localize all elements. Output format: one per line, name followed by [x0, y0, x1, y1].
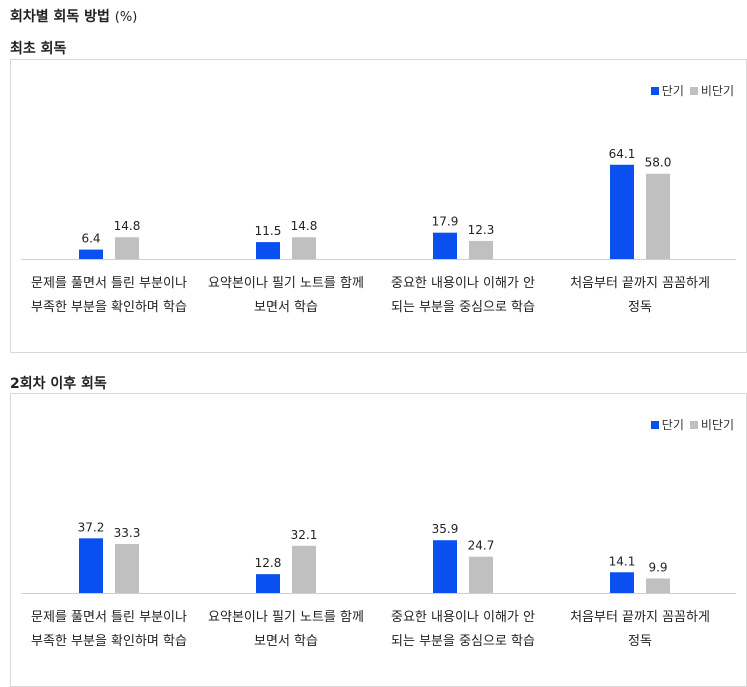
category-label-3: 중요한 내용이나 이해가 안 되는 부분을 중심으로 학습 — [391, 610, 535, 649]
chart-1-plot: 6.4 14.8 11.5 14.8 17.9 12.3 64.1 58.0 — [21, 147, 736, 260]
bar-nonshort-1 — [115, 544, 139, 593]
data-label-nonshort-1: 14.8 — [114, 219, 141, 233]
data-label-nonshort-2: 32.1 — [291, 528, 318, 542]
legend-label-short: 단기 — [661, 84, 684, 98]
data-label-short-2: 12.8 — [255, 556, 282, 570]
legend-label-short: 단기 — [661, 418, 684, 432]
legend-swatch-short — [650, 86, 659, 95]
bar-short-1 — [79, 249, 103, 259]
chart-2-plot: 37.2 33.3 12.8 32.1 35.9 24.7 14.1 9.9 — [21, 520, 736, 594]
legend-swatch-nonshort — [689, 86, 698, 95]
bar-short-4 — [610, 572, 634, 593]
data-label-nonshort-1: 33.3 — [114, 526, 141, 540]
legend-swatch-nonshort — [689, 420, 698, 429]
legend-item-nonshort: 비단기 — [689, 416, 734, 433]
data-label-nonshort-3: 12.3 — [468, 223, 495, 237]
chart-2-legend: 단기 비단기 — [650, 416, 734, 433]
page-title: 회차별 회독 방법 (%) — [10, 6, 137, 26]
chart-2-panel: 단기 비단기 37.2 33.3 12.8 32.1 35.9 24.7 14.1 9.9 문… — [10, 393, 747, 687]
legend-item-short: 단기 — [650, 416, 684, 433]
bar-nonshort-4 — [646, 578, 670, 593]
bar-nonshort-4 — [646, 173, 670, 259]
data-label-short-3: 35.9 — [432, 522, 459, 536]
bar-nonshort-3 — [469, 556, 493, 593]
chart-1-legend: 단기 비단기 — [650, 82, 734, 99]
bar-short-3 — [433, 540, 457, 593]
bar-short-3 — [433, 232, 457, 259]
data-label-nonshort-4: 58.0 — [645, 156, 672, 170]
legend-label-nonshort: 비단기 — [700, 418, 734, 432]
data-label-nonshort-2: 14.8 — [291, 219, 318, 233]
data-label-short-3: 17.9 — [432, 215, 459, 229]
category-label-2: 요약본이나 필기 노트를 함께 보면서 학습 — [208, 610, 364, 649]
page-title-unit: (%) — [114, 10, 138, 25]
category-label-2: 요약본이나 필기 노트를 함께 보면서 학습 — [208, 276, 364, 315]
category-label-1: 문제를 풀면서 틀린 부분이나 부족한 부분을 확인하며 학습 — [31, 610, 187, 649]
category-label-3: 중요한 내용이나 이해가 안 되는 부분을 중심으로 학습 — [391, 276, 535, 315]
data-label-short-1: 6.4 — [81, 232, 100, 246]
bar-short-2 — [256, 574, 280, 593]
legend-label-nonshort: 비단기 — [700, 84, 734, 98]
legend-item-short: 단기 — [650, 82, 684, 99]
data-label-nonshort-3: 24.7 — [468, 539, 495, 553]
bar-short-1 — [79, 538, 103, 593]
category-label-4: 처음부터 끝까지 꼼꼼하게 정독 — [570, 276, 710, 315]
category-label-1: 문제를 풀면서 틀린 부분이나 부족한 부분을 확인하며 학습 — [31, 276, 187, 315]
page-title-text: 회차별 회독 방법 — [10, 9, 110, 25]
data-label-short-1: 37.2 — [78, 520, 105, 534]
chart-1-title: 최초 회독 — [10, 41, 67, 57]
data-label-short-4: 14.1 — [609, 554, 636, 568]
bar-nonshort-2 — [292, 237, 316, 259]
bar-nonshort-1 — [115, 237, 139, 259]
bar-short-2 — [256, 242, 280, 259]
data-label-nonshort-4: 9.9 — [648, 560, 667, 574]
data-label-short-4: 64.1 — [609, 147, 636, 161]
bar-nonshort-2 — [292, 545, 316, 593]
chart-1-panel: 단기 비단기 6.4 14.8 11.5 14.8 17.9 12.3 64.1 58.0 문… — [10, 59, 747, 353]
data-label-short-2: 11.5 — [255, 224, 282, 238]
category-label-4: 처음부터 끝까지 꼼꼼하게 정독 — [570, 610, 710, 649]
bar-short-4 — [610, 164, 634, 259]
bar-nonshort-3 — [469, 240, 493, 259]
legend-swatch-short — [650, 420, 659, 429]
chart-2-title: 2회차 이후 회독 — [10, 376, 107, 392]
legend-item-nonshort: 비단기 — [689, 82, 734, 99]
